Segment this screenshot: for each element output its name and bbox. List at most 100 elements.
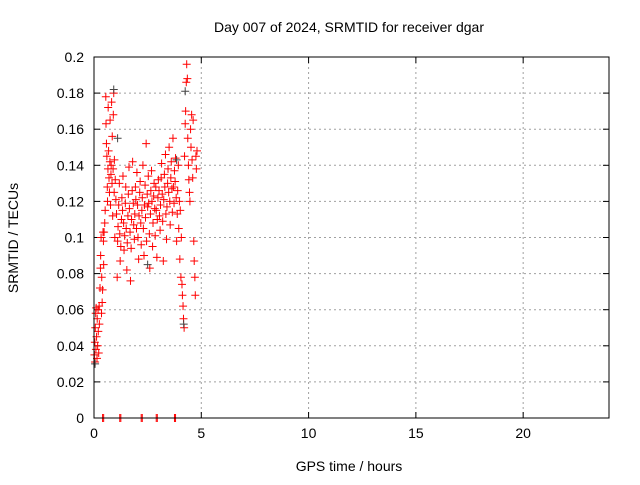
- data-point: [120, 246, 129, 255]
- data-point: [100, 228, 109, 237]
- data-point: [159, 256, 168, 265]
- data-point: [99, 260, 108, 269]
- data-point: [94, 305, 103, 314]
- data-point: [139, 224, 148, 233]
- data-point: [119, 219, 128, 228]
- data-point: [184, 175, 193, 184]
- data-point: [148, 242, 157, 251]
- data-point: [177, 280, 186, 289]
- data-point: [175, 255, 184, 264]
- data-point: [162, 235, 171, 244]
- data-point: [122, 265, 131, 274]
- y-tick-label: 0.04: [57, 338, 84, 354]
- data-point: [192, 164, 201, 173]
- data-point: [158, 190, 167, 199]
- data-point: [182, 78, 191, 87]
- data-point: [111, 175, 120, 184]
- data-point: [112, 210, 121, 219]
- data-point: [135, 188, 144, 197]
- data-point: [101, 206, 110, 215]
- data-point: [155, 186, 164, 195]
- data-point: [106, 170, 115, 179]
- data-point: [144, 199, 153, 208]
- data-point: [141, 181, 150, 190]
- data-point: [130, 235, 139, 244]
- x-tick-label: 10: [301, 425, 317, 441]
- data-point: [130, 210, 139, 219]
- data-point: [153, 215, 162, 224]
- data-point: [108, 179, 117, 188]
- data-point: [186, 143, 195, 152]
- data-point: [160, 170, 169, 179]
- data-point: [111, 195, 120, 204]
- data-point: [98, 298, 107, 307]
- x-axis-ticks: 0 5 10 15 20: [90, 57, 531, 441]
- data-point: [97, 309, 106, 318]
- y-tick-label: 0.1: [65, 230, 85, 246]
- data-point: [142, 139, 151, 148]
- data-point: [172, 155, 181, 164]
- grid: [94, 57, 609, 418]
- data-point: [115, 179, 124, 188]
- data-point: [193, 146, 201, 155]
- data-point: [95, 320, 104, 329]
- data-point: [141, 213, 150, 222]
- data-point: [177, 233, 186, 242]
- data-point: [189, 116, 198, 125]
- y-tick-label: 0.2: [65, 49, 85, 65]
- data-point: [164, 164, 173, 173]
- data-point: [171, 154, 180, 163]
- data-point: [191, 291, 200, 300]
- data-point: [164, 188, 173, 197]
- data-point: [151, 231, 160, 240]
- y-axis-ticks: 0 0.02 0.04 0.06 0.08 0.1 0.12 0.14 0.16 0.18 0.2: [57, 49, 609, 426]
- data-point: [106, 201, 115, 210]
- data-point: [125, 204, 134, 213]
- y-tick-label: 0.16: [57, 121, 84, 137]
- data-point: [114, 201, 123, 210]
- data-point: [133, 201, 142, 210]
- data-point: [172, 193, 181, 202]
- data-point: [147, 166, 156, 175]
- data-point: [175, 197, 184, 206]
- y-tick-label: 0: [76, 410, 84, 426]
- data-point: [152, 206, 161, 215]
- data-point: [174, 224, 183, 233]
- data-point: [172, 237, 181, 246]
- data-point: [159, 195, 168, 204]
- data-point: [178, 291, 187, 300]
- data-point: [113, 273, 122, 282]
- data-point: [96, 264, 105, 273]
- data-point: [161, 150, 170, 159]
- data-point: [127, 244, 136, 253]
- data-point: [134, 255, 143, 264]
- data-point: [147, 197, 156, 206]
- data-point: [145, 264, 154, 273]
- data-point: [176, 206, 185, 215]
- data-point: [144, 172, 153, 181]
- data-point: [98, 285, 107, 294]
- y-tick-label: 0.18: [57, 85, 84, 101]
- data-point: [91, 359, 100, 368]
- data-point: [126, 228, 135, 237]
- data-point: [97, 273, 106, 282]
- data-point: [128, 186, 137, 195]
- data-point: [109, 85, 118, 94]
- data-point: [153, 193, 162, 202]
- data-point: [124, 190, 133, 199]
- data-point: [113, 237, 122, 246]
- data-point: [143, 190, 152, 199]
- data-point: [173, 186, 182, 195]
- data-point: [108, 211, 117, 220]
- data-point: [158, 217, 167, 226]
- data-point: [165, 197, 174, 206]
- data-point: [117, 193, 126, 202]
- x-axis-label: GPS time / hours: [296, 458, 403, 474]
- data-point: [102, 152, 111, 161]
- data-point: [94, 327, 103, 336]
- data-point: [94, 349, 103, 358]
- data-point: [162, 202, 171, 211]
- data-point: [121, 182, 130, 191]
- data-point: [116, 256, 125, 265]
